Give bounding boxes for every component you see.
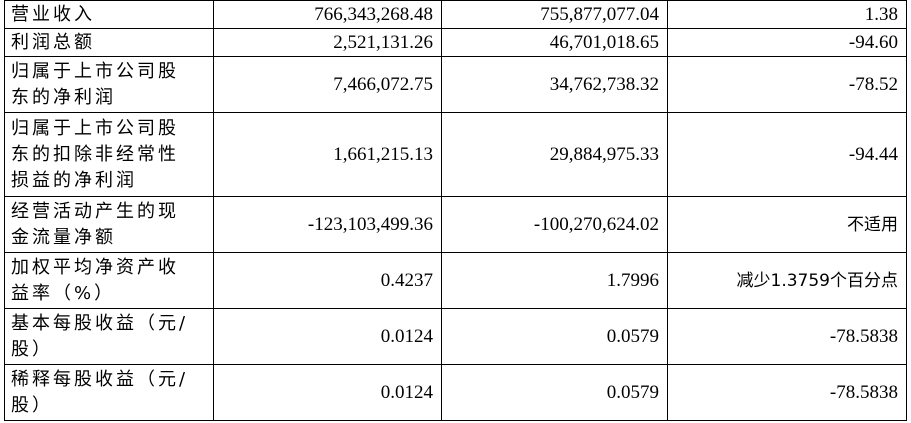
table-row: 稀释每股收益（元/ 股） 0.0124 0.0579 -78.5838: [4, 364, 907, 421]
current-value: 0.0124: [213, 308, 442, 365]
change-value: 不适用: [667, 196, 907, 253]
current-value: 0.0124: [213, 364, 442, 421]
financial-data-table: 营业收入 766,343,268.48 755,877,077.04 1.38 …: [4, 0, 907, 421]
previous-value: 0.0579: [441, 308, 668, 365]
current-value: 7,466,072.75: [213, 56, 442, 113]
change-value: -78.5838: [667, 364, 907, 421]
previous-value: 0.0579: [441, 364, 668, 421]
table-row: 经营活动产生的现 金流量净额 -123,103,499.36 -100,270,…: [4, 196, 907, 253]
current-value: 2,521,131.26: [213, 28, 442, 57]
row-label: 归属于上市公司股 东的扣除非经常性 损益的净利润: [4, 112, 214, 197]
table-row: 归属于上市公司股 东的扣除非经常性 损益的净利润 1,661,215.13 29…: [4, 112, 907, 197]
table-row: 营业收入 766,343,268.48 755,877,077.04 1.38: [4, 0, 907, 29]
previous-value: -100,270,624.02: [441, 196, 668, 253]
current-value: -123,103,499.36: [213, 196, 442, 253]
previous-value: 34,762,738.32: [441, 56, 668, 113]
row-label: 利润总额: [4, 28, 214, 57]
previous-value: 46,701,018.65: [441, 28, 668, 57]
row-label: 经营活动产生的现 金流量净额: [4, 196, 214, 253]
row-label: 营业收入: [4, 0, 214, 29]
change-value: 1.38: [667, 0, 907, 29]
table-row: 归属于上市公司股 东的净利润 7,466,072.75 34,762,738.3…: [4, 56, 907, 113]
change-value: -78.5838: [667, 308, 907, 365]
change-value: -78.52: [667, 56, 907, 113]
previous-value: 1.7996: [441, 252, 668, 309]
previous-value: 755,877,077.04: [441, 0, 668, 29]
change-value: -94.60: [667, 28, 907, 57]
table-row: 基本每股收益（元/ 股） 0.0124 0.0579 -78.5838: [4, 308, 907, 365]
current-value: 1,661,215.13: [213, 112, 442, 197]
table-row: 利润总额 2,521,131.26 46,701,018.65 -94.60: [4, 28, 907, 57]
row-label: 归属于上市公司股 东的净利润: [4, 56, 214, 113]
change-value: -94.44: [667, 112, 907, 197]
row-label: 稀释每股收益（元/ 股）: [4, 364, 214, 421]
current-value: 0.4237: [213, 252, 442, 309]
current-value: 766,343,268.48: [213, 0, 442, 29]
change-value: 减少1.3759个百分点: [667, 252, 907, 309]
previous-value: 29,884,975.33: [441, 112, 668, 197]
row-label: 加权平均净资产收 益率（%）: [4, 252, 214, 309]
row-label: 基本每股收益（元/ 股）: [4, 308, 214, 365]
table-row: 加权平均净资产收 益率（%） 0.4237 1.7996 减少1.3759个百分…: [4, 252, 907, 309]
